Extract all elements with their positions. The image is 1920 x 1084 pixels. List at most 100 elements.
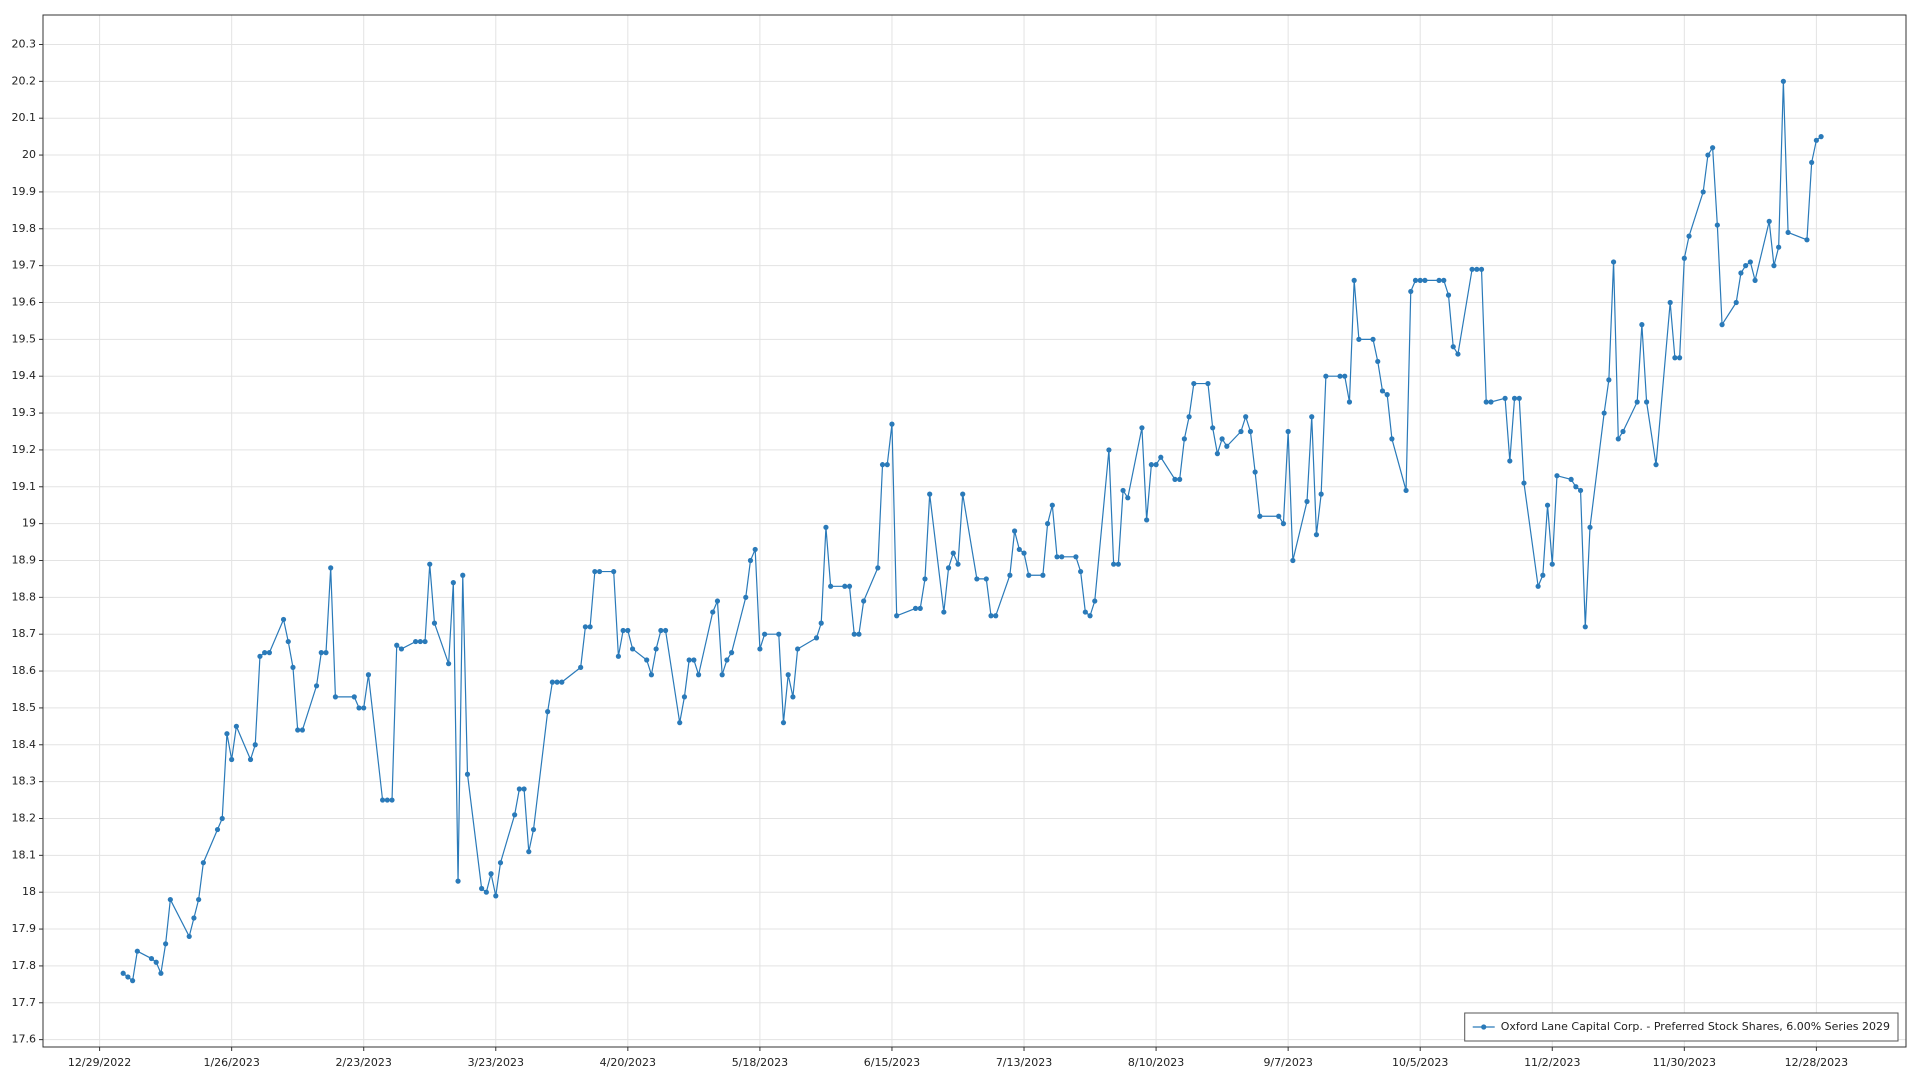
- data-point: [384, 797, 390, 803]
- data-point: [780, 720, 787, 726]
- data-point: [1323, 373, 1329, 379]
- data-point: [247, 756, 254, 763]
- data-point: [1106, 447, 1112, 453]
- y-tick-label: 18.9: [12, 553, 37, 566]
- data-point: [1804, 237, 1810, 243]
- data-point: [1144, 517, 1150, 523]
- data-point: [120, 970, 126, 976]
- data-point: [313, 683, 320, 689]
- data-point: [762, 631, 768, 637]
- data-point: [1747, 259, 1753, 265]
- data-point: [413, 638, 419, 645]
- data-point: [889, 421, 895, 427]
- data-point: [1370, 336, 1376, 342]
- data-point: [1049, 502, 1055, 508]
- data-point: [1653, 462, 1659, 468]
- data-point: [530, 826, 537, 833]
- data-point: [945, 565, 952, 571]
- y-tick-label: 17.6: [12, 1033, 37, 1046]
- data-point: [1205, 380, 1211, 387]
- data-point: [450, 580, 456, 586]
- x-tick-label: 1/26/2023: [203, 1056, 259, 1069]
- data-point: [719, 672, 725, 678]
- data-point: [1082, 609, 1088, 615]
- data-point: [1115, 561, 1121, 567]
- data-point: [1752, 277, 1758, 283]
- x-tick-label: 7/13/2023: [996, 1056, 1052, 1069]
- data-point: [960, 491, 966, 497]
- data-point: [1078, 568, 1084, 575]
- data-point: [1766, 218, 1772, 224]
- data-point: [125, 974, 131, 980]
- data-point: [356, 705, 362, 711]
- y-tick-label: 20.3: [12, 37, 37, 50]
- data-point: [861, 598, 867, 604]
- data-point: [1488, 399, 1494, 405]
- y-tick-label: 17.7: [12, 996, 37, 1009]
- data-point: [479, 885, 485, 892]
- y-tick-label: 18.4: [12, 738, 37, 751]
- y-tick-label: 19.6: [12, 295, 37, 308]
- data-point: [1601, 410, 1607, 416]
- x-tick-label: 5/18/2023: [732, 1056, 788, 1069]
- data-point: [1280, 521, 1287, 527]
- data-point: [196, 896, 202, 903]
- data-point: [1021, 550, 1027, 556]
- data-point: [724, 657, 730, 663]
- data-point: [229, 756, 235, 763]
- y-tick-label: 18.6: [12, 664, 37, 677]
- data-point: [1469, 266, 1475, 272]
- y-tick-label: 19: [22, 517, 36, 530]
- data-point: [1738, 270, 1744, 276]
- data-point: [1219, 436, 1225, 442]
- data-point: [1474, 266, 1480, 272]
- data-point: [1045, 521, 1051, 527]
- data-point: [1243, 414, 1249, 420]
- data-point: [332, 694, 339, 700]
- x-tick-label: 4/20/2023: [600, 1056, 656, 1069]
- data-point: [1521, 480, 1527, 486]
- data-point: [662, 627, 669, 634]
- data-point: [686, 657, 692, 663]
- y-tick-label: 18.1: [12, 848, 37, 861]
- data-point: [559, 679, 565, 685]
- data-point: [1092, 598, 1098, 604]
- data-point: [681, 694, 688, 700]
- y-tick-label: 19.4: [12, 369, 37, 382]
- data-point: [1026, 572, 1032, 578]
- data-point: [611, 568, 617, 575]
- data-point: [493, 893, 499, 899]
- data-point: [1172, 476, 1178, 482]
- data-point: [1276, 513, 1282, 519]
- data-point: [1059, 554, 1065, 560]
- data-point: [1346, 399, 1353, 405]
- data-point: [351, 694, 357, 700]
- data-point: [1252, 469, 1258, 475]
- data-point: [219, 815, 225, 822]
- data-point: [1007, 572, 1013, 578]
- data-point: [1686, 233, 1692, 239]
- data-point: [983, 576, 989, 582]
- data-point: [1125, 495, 1131, 501]
- data-point: [818, 620, 824, 626]
- data-point: [1743, 263, 1749, 269]
- y-tick-label: 20: [22, 148, 36, 161]
- data-point: [224, 731, 230, 737]
- plot-frame: [42, 14, 1907, 1048]
- x-tick-label: 8/10/2023: [1128, 1056, 1184, 1069]
- data-point: [1186, 414, 1192, 420]
- y-tick-label: 18.2: [12, 811, 37, 824]
- data-point: [497, 860, 504, 866]
- data-point: [167, 896, 173, 903]
- data-point: [596, 568, 603, 575]
- data-point: [927, 491, 933, 497]
- data-point: [431, 620, 438, 626]
- data-point: [153, 959, 159, 965]
- y-tick-label: 18: [22, 885, 36, 898]
- data-point: [1450, 344, 1456, 350]
- data-point: [988, 613, 994, 619]
- data-point: [1337, 373, 1343, 379]
- data-point: [266, 650, 272, 656]
- data-point: [512, 812, 518, 818]
- data-point: [691, 657, 697, 663]
